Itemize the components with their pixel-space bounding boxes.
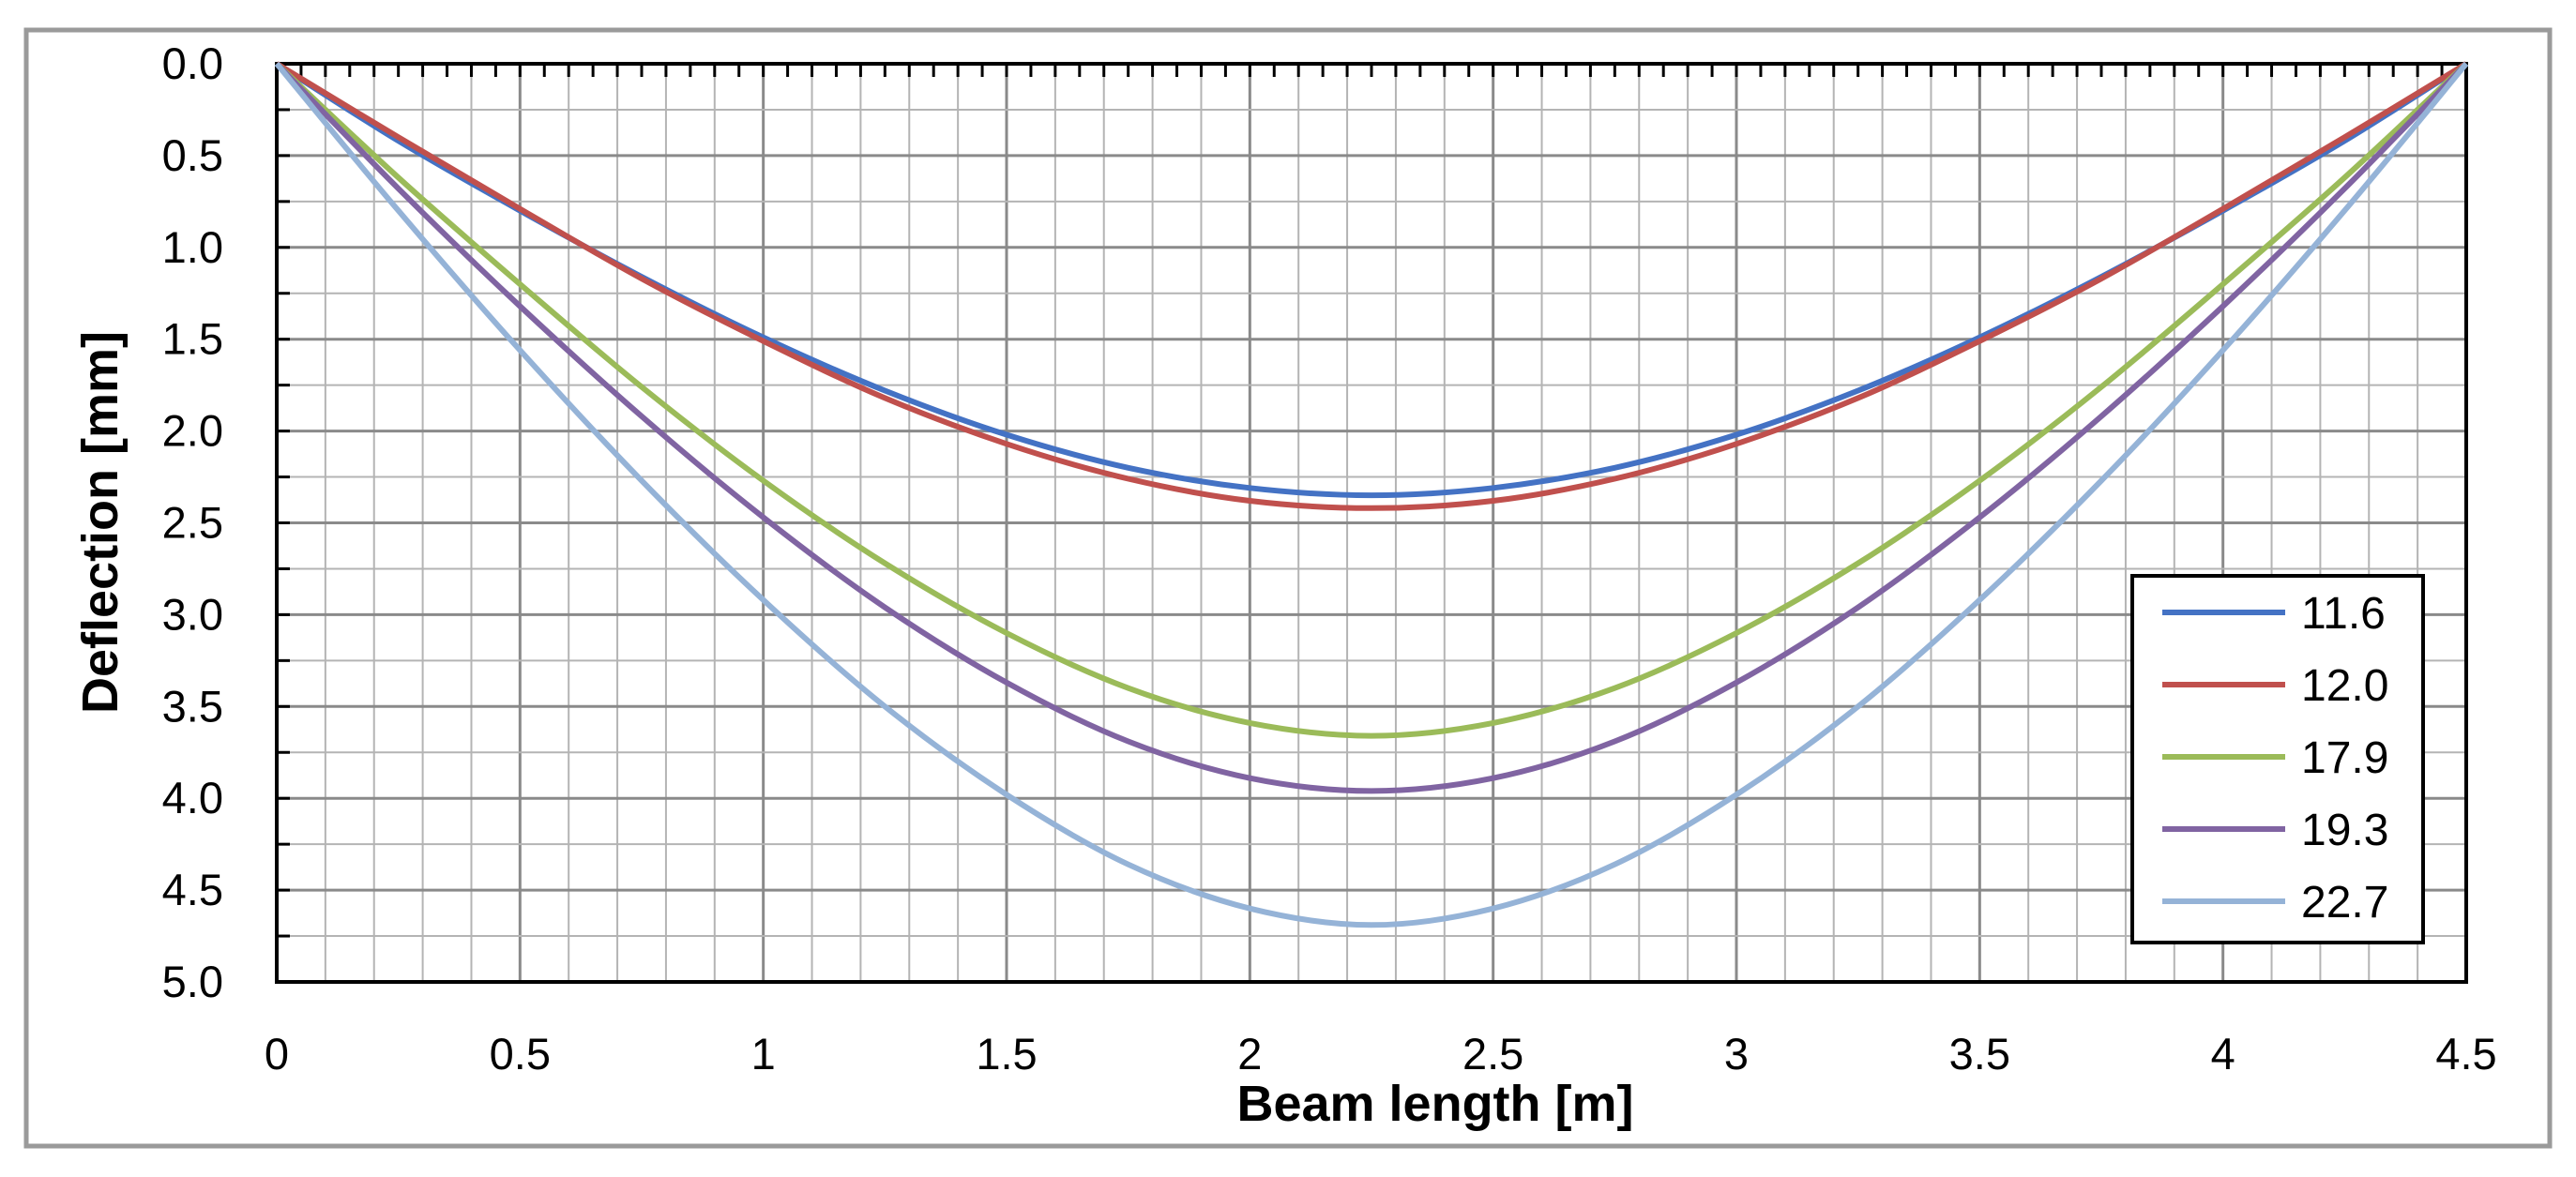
- y-tick-label: 2.0: [162, 406, 223, 456]
- legend-label-1: 12.0: [2301, 661, 2388, 711]
- series-line-4: [274, 62, 2469, 928]
- x-tick-label: 0: [265, 1029, 289, 1079]
- x-tick-label: 4.5: [2435, 1029, 2496, 1079]
- y-tick-label: 0.0: [162, 38, 223, 88]
- x-tick-label: 3: [1724, 1029, 1749, 1079]
- series-lines: [274, 61, 2469, 928]
- axis-ticks: [275, 62, 2468, 984]
- x-tick-label: 1: [751, 1029, 776, 1079]
- legend-label-2: 17.9: [2301, 733, 2388, 783]
- x-tick-label: 2: [1237, 1029, 1262, 1079]
- plot-area-border: [275, 62, 2468, 984]
- series-line-2: [274, 61, 2469, 739]
- x-tick-label: 0.5: [490, 1029, 551, 1079]
- y-tick-labels: 0.0 0.5 1.0 1.5 2.0 2.5 3.0 3.5 4.0 4.5 5.0: [162, 38, 223, 1006]
- series-line-1: [275, 61, 2468, 511]
- x-tick-label: 1.5: [976, 1029, 1037, 1079]
- y-tick-label: 4.5: [162, 865, 223, 914]
- legend-label-4: 22.7: [2301, 878, 2388, 928]
- y-axis-title: Deflection [mm]: [72, 331, 129, 714]
- x-tick-label: 3.5: [1949, 1029, 2010, 1079]
- x-axis-title: Beam length [m]: [1236, 1076, 1633, 1132]
- y-tick-label: 5.0: [162, 957, 223, 1006]
- y-tick-label: 2.5: [162, 498, 223, 548]
- y-tick-label: 1.5: [162, 314, 223, 364]
- y-tick-label: 3.0: [162, 589, 223, 639]
- x-tick-labels: 0 0.5 1 1.5 2 2.5 3 3.5 4 4.5: [265, 1029, 2497, 1079]
- grid-lines: [277, 64, 2466, 982]
- legend-label-3: 19.3: [2301, 806, 2388, 855]
- y-tick-label: 0.5: [162, 130, 223, 180]
- legend: 11.6 12.0 17.9 19.3 22.7: [2130, 574, 2425, 944]
- y-tick-label: 3.5: [162, 681, 223, 731]
- x-tick-label: 4: [2211, 1029, 2235, 1079]
- chart-area-border: [23, 27, 2553, 1149]
- series-line-3: [274, 61, 2469, 794]
- y-tick-label: 4.0: [162, 773, 223, 822]
- x-tick-label: 2.5: [1462, 1029, 1523, 1079]
- y-tick-label: 1.0: [162, 222, 223, 272]
- legend-label-0: 11.6: [2301, 589, 2386, 639]
